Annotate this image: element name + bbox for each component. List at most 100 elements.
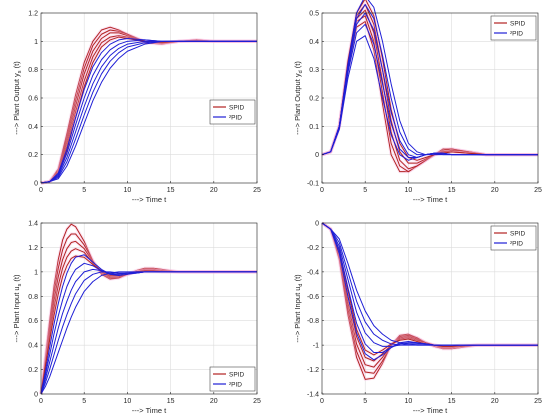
series-line-pid-10 — [40, 40, 257, 184]
x-tick-label: 0 — [320, 398, 324, 405]
y-label-tail: (t) — [293, 274, 302, 284]
series-line-pid-10 — [321, 0, 538, 156]
y-tick-label: 0.3 — [309, 67, 319, 74]
y-label-sub: s — [17, 283, 23, 286]
x-axis-label: ---> Time t — [132, 406, 167, 415]
legend: SPID ²PID — [490, 15, 537, 41]
y-tick-label: -1.4 — [307, 392, 319, 399]
chart-panel-3: 0 5 10 15 20 25 0 0.2 0.4 0.6 0.8 1 1.2 1.4 ---> Time … — [12, 221, 261, 416]
legend-box — [209, 366, 256, 392]
series-line-spid-1 — [321, 222, 538, 380]
y-tick-label: -1.2 — [307, 367, 319, 374]
x-tick-label: 10 — [405, 398, 413, 405]
x-tick-label: 20 — [491, 398, 499, 405]
y-axis-label: ---> Plant Input ud (t) — [293, 274, 304, 343]
x-tick-label: 5 — [363, 398, 367, 405]
y-label-tail: (t) — [12, 274, 21, 284]
y-tick-label: 0.6 — [28, 96, 38, 103]
y-tick-label: -0.6 — [307, 294, 319, 301]
y-tick-label: 0 — [315, 221, 319, 228]
y-label-main: ---> Plant Output y — [12, 73, 21, 135]
series-line-pid-10 — [40, 271, 257, 395]
x-tick-label: 15 — [167, 187, 175, 194]
y-tick-label: 0.2 — [309, 96, 319, 103]
y-tick-label: 1 — [34, 39, 38, 46]
y-tick-label: 1.4 — [28, 221, 38, 228]
series-line-spid-1 — [40, 223, 257, 395]
x-tick-label: 0 — [39, 398, 43, 405]
y-tick-label: 0.2 — [28, 152, 38, 159]
legend: SPID ²PID — [209, 366, 256, 392]
legend-label-2: ²PID — [229, 381, 242, 388]
x-tick-label: 20 — [491, 187, 499, 194]
y-tick-label: -0.8 — [307, 318, 319, 325]
x-tick-label: 25 — [534, 187, 542, 194]
x-tick-label: 10 — [405, 187, 413, 194]
y-tick-label: 0 — [34, 181, 38, 188]
chart-panel-1: 0 5 10 15 20 25 0 0.2 0.4 0.6 0.8 1 1.2 ---> Time t --… — [12, 11, 261, 205]
x-axis-label: ---> Time t — [132, 195, 167, 204]
series-line-pid-10 — [321, 222, 538, 346]
legend-label-1: SPID — [229, 371, 244, 378]
x-tick-label: 0 — [39, 187, 43, 194]
y-tick-label: 0.4 — [28, 124, 38, 131]
y-label-main: ---> Plant Output y — [293, 73, 302, 135]
legend-label-2: ²PID — [229, 114, 242, 121]
y-label-sub: s — [17, 70, 23, 73]
legend-label-2: ²PID — [510, 30, 523, 37]
chart-panel-4: 0 5 10 15 20 25 -1.4 -1.2 -1 -0.8 -0.6 -0.4 -0.2 0 ---… — [293, 221, 542, 416]
y-label-sub: d — [298, 70, 304, 73]
x-tick-label: 5 — [82, 187, 86, 194]
y-tick-label: 0.4 — [28, 343, 38, 350]
x-tick-label: 15 — [448, 398, 456, 405]
y-tick-label: 0.8 — [28, 67, 38, 74]
y-tick-label: 0.2 — [28, 367, 38, 374]
x-tick-label: 25 — [534, 398, 542, 405]
y-tick-label: 0 — [315, 152, 319, 159]
y-label-main: ---> Plant Input u — [293, 287, 302, 343]
y-tick-label: 0.4 — [309, 39, 319, 46]
y-tick-label: 0.1 — [309, 124, 319, 131]
x-tick-label: 5 — [82, 398, 86, 405]
y-tick-label: 1.2 — [28, 245, 38, 252]
y-label-tail: (t) — [293, 61, 302, 71]
plot-area — [322, 223, 538, 394]
y-tick-label: 0.8 — [28, 294, 38, 301]
y-tick-label: 0.6 — [28, 318, 38, 325]
x-tick-label: 10 — [124, 398, 132, 405]
y-tick-label: 1.2 — [28, 11, 38, 18]
legend-box — [209, 99, 256, 125]
y-axis-label: ---> Plant Output ys (t) — [12, 61, 23, 135]
x-tick-label: 15 — [167, 398, 175, 405]
x-tick-label: 0 — [320, 187, 324, 194]
x-tick-label: 5 — [363, 187, 367, 194]
y-tick-label: 0 — [34, 392, 38, 399]
axes-box — [321, 222, 539, 395]
y-label-tail: (t) — [12, 61, 21, 71]
legend: SPID ²PID — [209, 99, 256, 125]
y-axis-label: ---> Plant Input us (t) — [12, 274, 23, 342]
legend-box — [490, 15, 537, 41]
y-tick-label: 1 — [34, 269, 38, 276]
x-axis-label: ---> Time t — [413, 195, 448, 204]
x-tick-label: 20 — [210, 187, 218, 194]
y-axis-label: ---> Plant Output yd (t) — [293, 61, 304, 135]
y-tick-label: -0.4 — [307, 269, 319, 276]
series-line-spid-2 — [40, 29, 257, 184]
x-tick-label: 15 — [448, 187, 456, 194]
x-tick-label: 25 — [253, 398, 261, 405]
series-line-spid-3 — [40, 32, 257, 184]
y-label-main: ---> Plant Input u — [12, 286, 21, 342]
legend-label-1: SPID — [510, 20, 525, 27]
legend-label-1: SPID — [229, 104, 244, 111]
y-tick-label: -0.2 — [307, 245, 319, 252]
plot-area — [41, 223, 257, 394]
legend-label-1: SPID — [510, 230, 525, 237]
y-tick-label: -0.1 — [307, 181, 319, 188]
legend: SPID ²PID — [490, 225, 537, 251]
x-axis-label: ---> Time t — [413, 406, 448, 415]
axes-box — [40, 222, 258, 395]
x-tick-label: 25 — [253, 187, 261, 194]
y-tick-label: -1 — [313, 343, 319, 350]
